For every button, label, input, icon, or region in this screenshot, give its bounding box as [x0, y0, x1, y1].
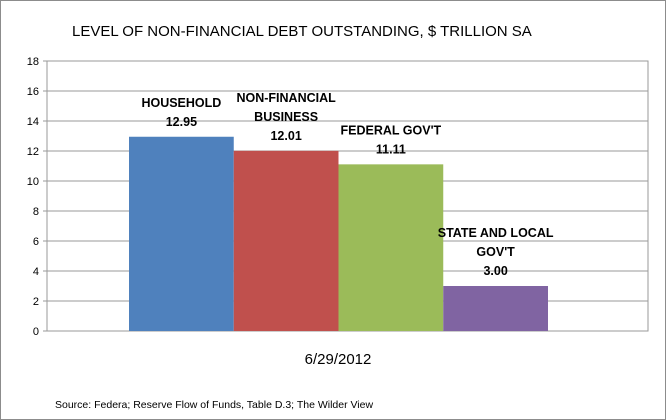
- y-tick-label: 2: [33, 296, 39, 308]
- y-tick-label: 8: [33, 206, 39, 218]
- y-axis: 0 2 4 6 8 10 12 14 16 18: [27, 56, 47, 338]
- y-tick-label: 14: [27, 116, 39, 128]
- y-tick-label: 16: [27, 86, 39, 98]
- chart-title: LEVEL OF NON-FINANCIAL DEBT OUTSTANDING,…: [72, 23, 532, 40]
- bar: [443, 286, 548, 331]
- bar: [129, 136, 234, 331]
- y-tick-label: 12: [27, 146, 39, 158]
- data-labels: HOUSEHOLD 12.95 NON-FINANCIAL BUSINESS 12.01…: [141, 91, 553, 278]
- data-label-category: FEDERAL GOV'T: [341, 123, 442, 137]
- y-tick-label: 4: [33, 266, 39, 278]
- data-label-category: GOV'T: [476, 245, 515, 259]
- data-label-category: NON-FINANCIAL: [236, 91, 336, 105]
- data-label-value: 11.11: [376, 142, 406, 156]
- data-label-value: 3.00: [483, 264, 507, 278]
- y-tick-label: 10: [27, 176, 39, 188]
- y-tick-label: 0: [33, 326, 39, 338]
- data-label-category: BUSINESS: [254, 110, 318, 124]
- y-tick-label: 18: [27, 56, 39, 68]
- data-label-value: 12.01: [270, 129, 301, 143]
- source-note: Source: Federa; Reserve Flow of Funds, T…: [55, 399, 373, 411]
- x-axis-label: 6/29/2012: [305, 351, 372, 368]
- data-label-category: HOUSEHOLD: [141, 96, 221, 110]
- bar: [233, 150, 339, 331]
- y-tick-label: 6: [33, 236, 39, 248]
- bars: [129, 136, 548, 331]
- data-label-value: 12.95: [166, 115, 197, 129]
- bar: [338, 164, 444, 331]
- data-label-category: STATE AND LOCAL: [438, 226, 554, 240]
